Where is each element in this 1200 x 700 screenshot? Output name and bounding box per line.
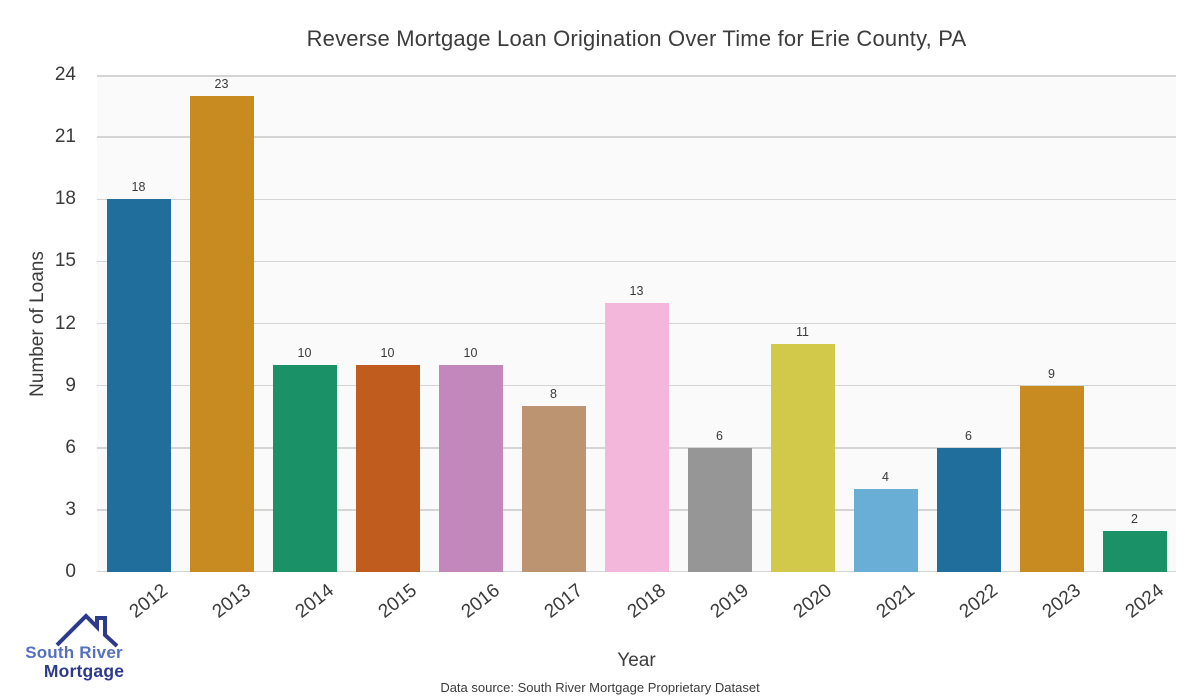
bar-value-label: 6 [965,428,972,443]
bar-2021 [853,489,918,572]
bar-2024 [1102,530,1167,572]
x-tick-label: 2020 [789,580,836,623]
grid-line [97,75,1176,77]
bar-2012 [106,199,171,572]
bar-2016 [438,364,503,572]
bar-2015 [355,364,420,572]
south-river-mortgage-logo: South River Mortgage [14,610,144,690]
y-tick-label: 12 [54,312,76,334]
y-tick-label: 24 [54,64,76,85]
grid-line [97,198,1176,200]
x-tick-label: 2023 [1038,580,1085,623]
bar-2013 [189,95,254,572]
y-axis: 0 3 6 9 12 15 18 21 24 [0,0,86,700]
y-tick-label: 15 [54,250,76,272]
y-tick-label: 18 [54,188,76,210]
x-tick-label: 2022 [955,580,1002,623]
logo-text-mortgage: Mortgage [43,661,125,681]
x-tick-label: 2024 [1121,580,1168,623]
bar-2020 [770,344,835,572]
bar-value-label: 13 [629,283,644,298]
house-roof-icon [55,613,119,648]
chart-title: Reverse Mortgage Loan Origination Over T… [306,26,967,51]
bar-2017 [521,406,586,572]
bar-2018 [604,302,669,572]
x-tick-label: 2015 [374,580,421,623]
x-tick-label: 2017 [540,580,587,623]
bar-2022 [936,447,1001,572]
grid-line [97,136,1176,138]
bar-value-label: 10 [297,345,312,360]
bar-value-label: 18 [131,180,146,195]
bar-2019 [687,447,752,572]
bar-value-label: 2 [1131,511,1138,526]
plot-area: 18 23 10 10 10 8 13 6 11 4 6 9 2 [97,75,1176,572]
x-tick-label: 2013 [208,580,255,623]
bar-value-label: 10 [463,345,478,360]
x-tick-label: 2018 [623,580,670,623]
x-tick-label: 2019 [706,580,753,623]
x-tick-label: 2016 [457,580,504,623]
bar-value-label: 8 [550,387,557,402]
bar-value-label: 10 [380,345,395,360]
y-tick-label: 0 [65,561,76,582]
x-axis-title: Year [617,650,656,671]
bar-value-label: 23 [214,76,229,91]
x-tick-label: 2021 [872,580,919,623]
grid-line [97,260,1176,263]
y-tick-label: 9 [65,374,76,396]
x-tick-label: 2014 [291,580,338,623]
bar-2023 [1019,385,1084,572]
y-tick-label: 6 [65,436,76,458]
bar-2014 [272,364,337,572]
bar-value-label: 4 [882,470,889,485]
bar-value-label: 6 [716,428,723,443]
data-source-note: Data source: South River Mortgage Propri… [440,680,760,695]
y-tick-label: 21 [54,126,76,148]
logo-text-south-river: South River [25,643,123,662]
y-tick-label: 3 [65,498,76,520]
bar-value-label: 11 [796,325,809,340]
bar-value-label: 9 [1048,366,1055,381]
